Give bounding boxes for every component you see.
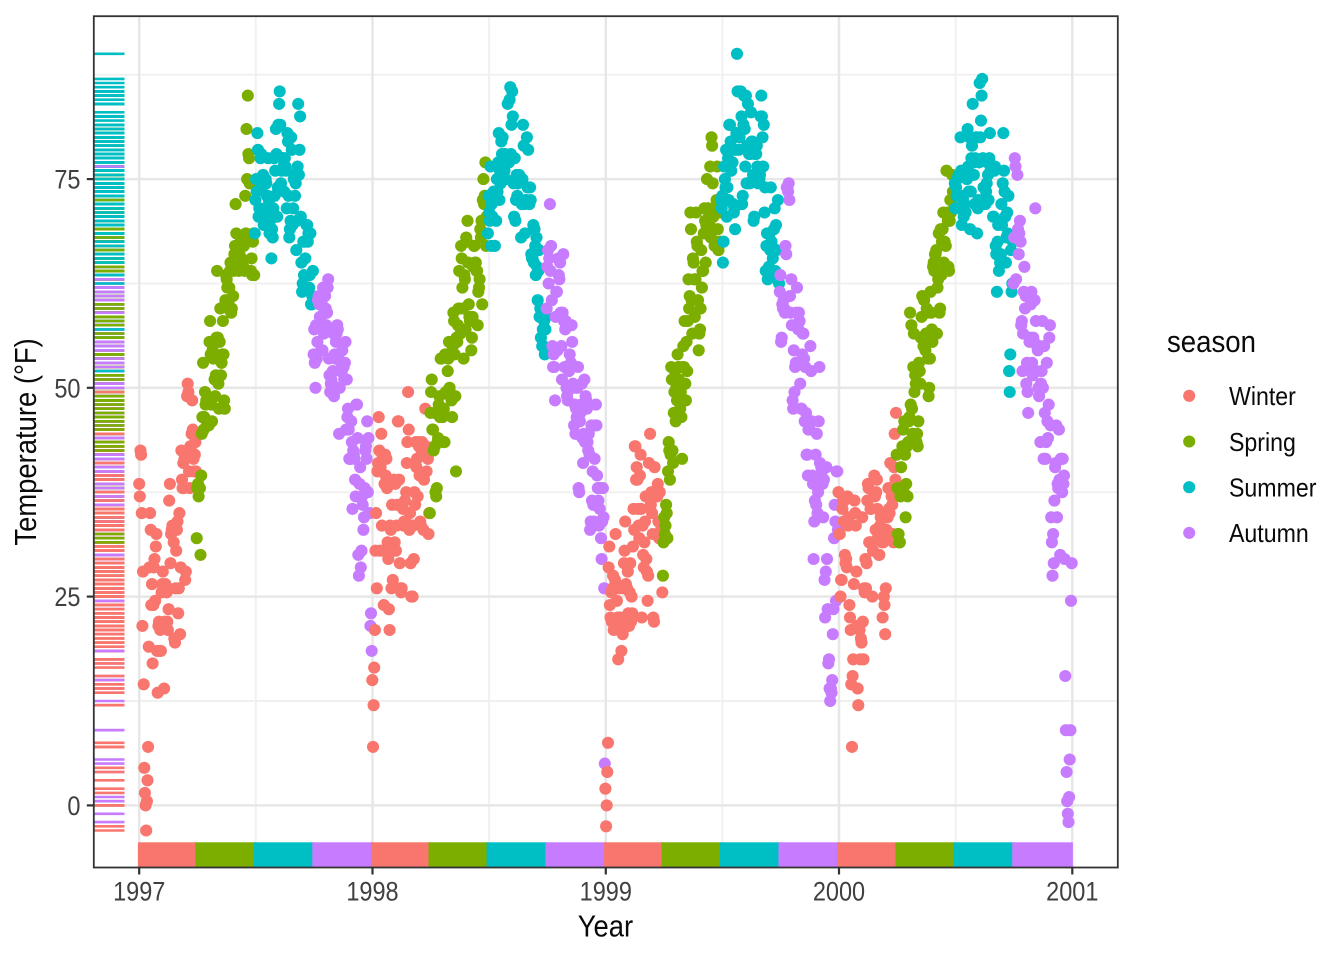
- svg-text:2001: 2001: [1046, 877, 1098, 907]
- svg-text:1999: 1999: [580, 877, 632, 907]
- svg-text:1998: 1998: [346, 877, 398, 907]
- svg-text:0: 0: [67, 792, 80, 822]
- svg-text:50: 50: [54, 374, 80, 404]
- svg-text:season: season: [1167, 325, 1256, 360]
- svg-text:2000: 2000: [813, 877, 865, 907]
- svg-text:Autumn: Autumn: [1229, 520, 1309, 549]
- svg-text:Summer: Summer: [1229, 474, 1316, 503]
- svg-text:1997: 1997: [113, 877, 165, 907]
- svg-text:25: 25: [54, 583, 80, 613]
- svg-text:Year: Year: [578, 910, 634, 944]
- svg-text:Temperature (°F): Temperature (°F): [10, 338, 44, 545]
- svg-text:75: 75: [54, 165, 80, 195]
- svg-text:Spring: Spring: [1229, 429, 1296, 458]
- svg-text:Winter: Winter: [1229, 383, 1296, 412]
